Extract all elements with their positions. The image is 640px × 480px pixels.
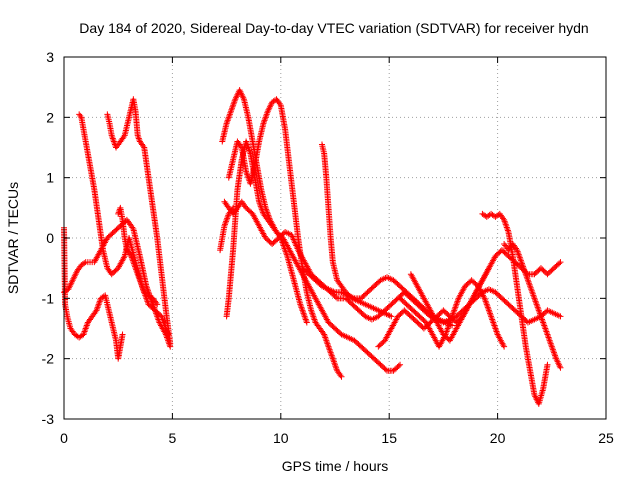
data-point — [557, 313, 564, 320]
x-tick-label: 25 — [598, 430, 614, 446]
data-marks — [61, 87, 564, 407]
data-point — [495, 211, 502, 218]
y-tick-label: -1 — [42, 290, 55, 306]
y-tick-label: 3 — [46, 49, 54, 65]
x-axis-label: GPS time / hours — [282, 458, 389, 474]
data-point — [388, 313, 395, 320]
data-point — [395, 362, 402, 369]
y-tick-label: -3 — [42, 411, 55, 427]
data-point — [382, 366, 389, 373]
axis-ticks — [63, 56, 607, 420]
data-point — [332, 294, 339, 301]
data-point — [167, 340, 174, 347]
series-prn-g — [225, 96, 345, 380]
data-point — [557, 364, 564, 371]
data-point — [485, 265, 492, 272]
series-prn-o — [479, 210, 551, 407]
series-prn-q — [397, 277, 508, 350]
y-tick-label: -2 — [42, 351, 55, 367]
y-axis-label: SDTVAR / TECUs — [5, 182, 21, 294]
series-prn-f — [219, 87, 404, 374]
data-point — [544, 361, 551, 368]
series-prn-i — [223, 138, 310, 326]
y-tick-labels: -3 -2 -1 0 1 2 3 — [42, 49, 55, 427]
series-prn-j — [217, 204, 237, 254]
y-tick-label: 2 — [46, 109, 54, 125]
x-tick-labels: 0 5 10 15 20 25 — [60, 430, 614, 446]
y-tick-label: 0 — [46, 230, 54, 246]
y-tick-label: 1 — [46, 170, 54, 186]
series-prn-a — [61, 224, 126, 362]
data-point — [556, 260, 563, 267]
x-tick-label: 10 — [273, 430, 289, 446]
data-point — [230, 204, 237, 211]
x-tick-label: 20 — [490, 430, 506, 446]
data-point — [272, 97, 279, 104]
x-tick-label: 0 — [60, 430, 68, 446]
x-tick-label: 5 — [169, 430, 177, 446]
data-point — [338, 373, 345, 380]
data-point — [303, 319, 310, 326]
series-prn-e — [115, 204, 161, 308]
series-prn-d — [104, 96, 174, 347]
data-point — [397, 361, 404, 368]
data-point — [501, 343, 508, 350]
series-prn-p — [501, 241, 564, 371]
series-prn-k — [318, 141, 395, 320]
data-point — [154, 301, 161, 308]
x-tick-label: 15 — [381, 430, 397, 446]
data-point — [81, 260, 88, 267]
chart-title: Day 184 of 2020, Sidereal Day-to-day VTE… — [79, 20, 588, 36]
series-prn-r — [407, 265, 492, 344]
data-point — [148, 294, 155, 301]
data-point — [557, 259, 564, 266]
data-point — [119, 331, 126, 338]
